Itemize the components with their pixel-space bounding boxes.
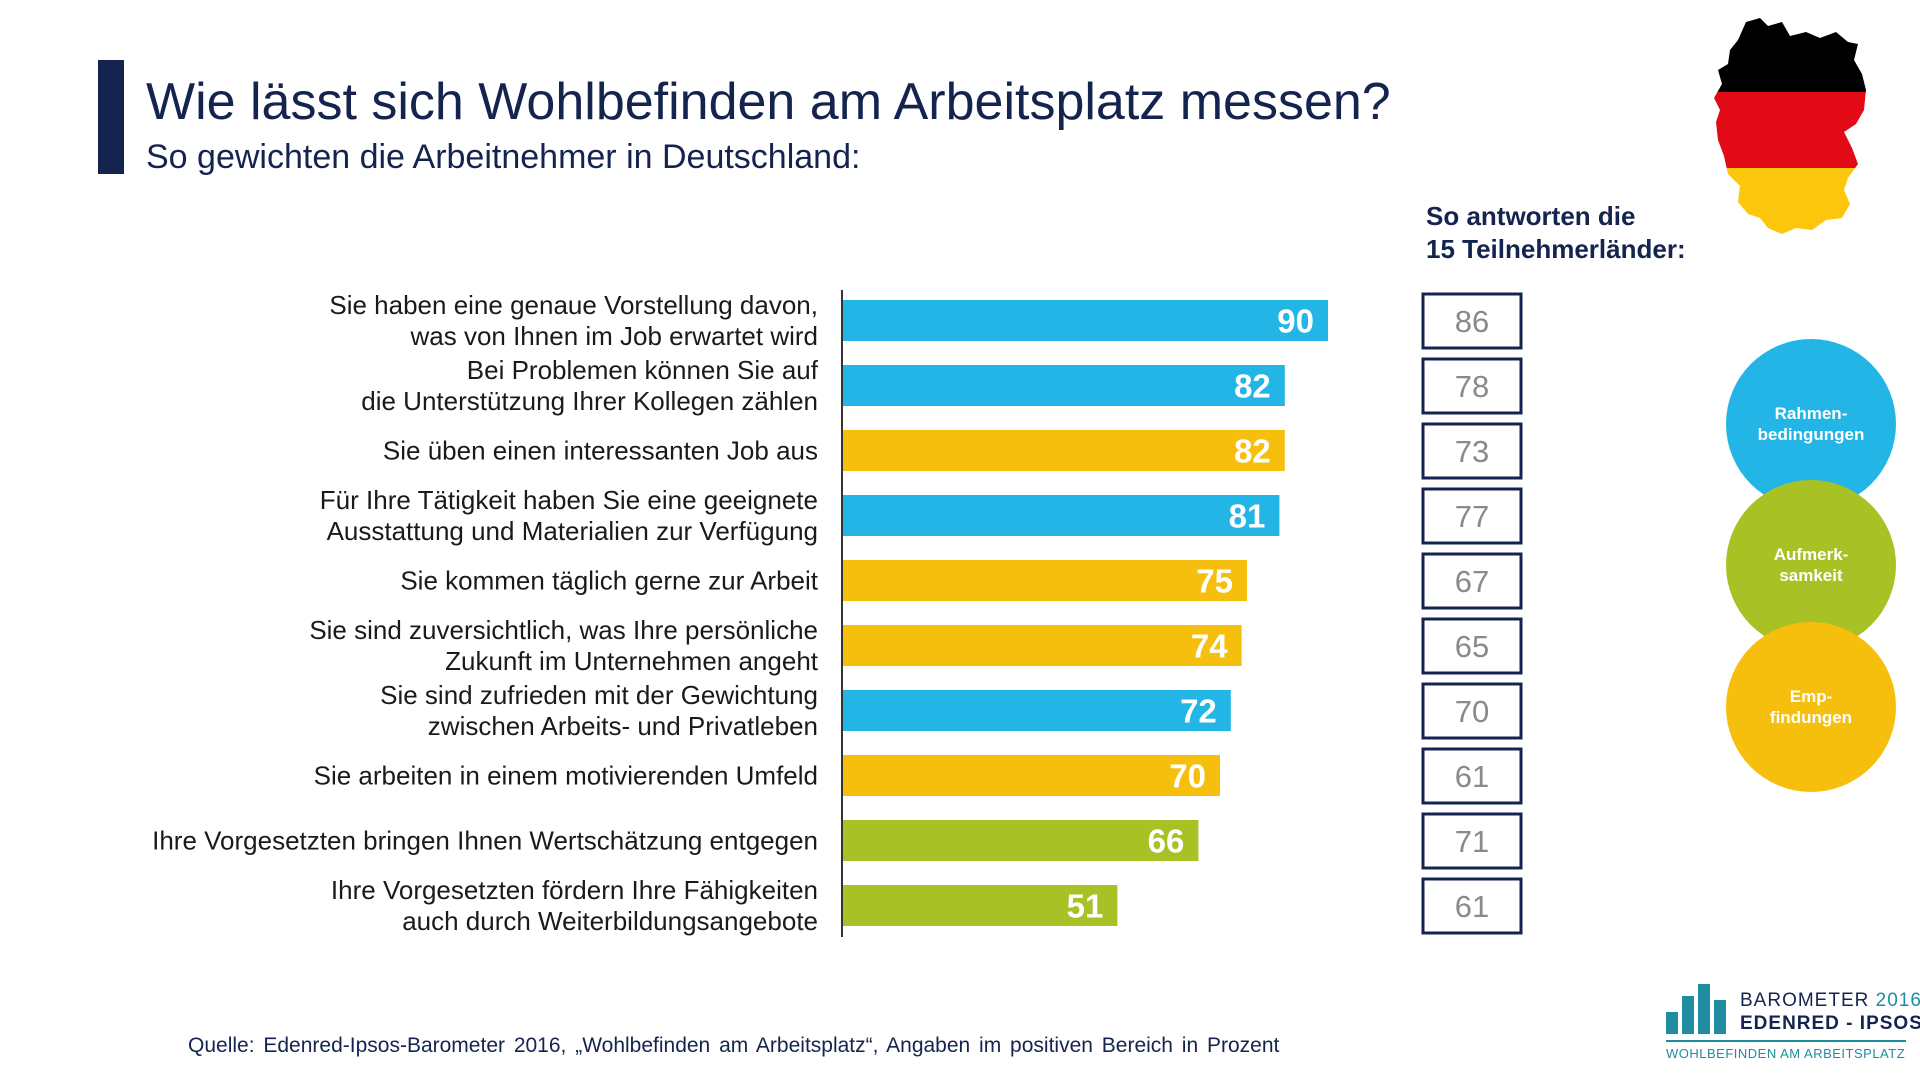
category-label: Sie arbeiten in einem motivierenden Umfe… (314, 761, 818, 791)
bar-germany (842, 430, 1285, 471)
chart-row: Ihre Vorgesetzten bringen Ihnen Wertschä… (152, 812, 1523, 870)
comparison-box (1421, 357, 1523, 415)
comparison-value: 61 (1455, 889, 1489, 924)
logo-barometer-text: BAROMETER (1740, 990, 1870, 1011)
logo-divider (1666, 1040, 1906, 1042)
category-label: Sie haben eine genaue Vorstellung davon, (329, 290, 818, 320)
comparison-header-line2: 15 Teilnehmerländer: (1426, 234, 1686, 264)
category-label: Bei Problemen können Sie auf (467, 355, 819, 385)
chart-row: Sie haben eine genaue Vorstellung davon,… (329, 290, 1523, 351)
comparison-box (1421, 747, 1523, 805)
legend-label: findungen (1769, 708, 1853, 727)
category-label: Sie üben einen interessanten Job aus (383, 436, 818, 466)
bar-value-label: 74 (1191, 628, 1228, 665)
bar-germany (842, 365, 1285, 406)
bar-germany (842, 560, 1247, 601)
bar-germany (842, 885, 1118, 926)
comparison-value: 61 (1455, 759, 1489, 794)
category-label: zwischen Arbeits- und Privatleben (428, 711, 818, 741)
title-accent-bar (98, 60, 124, 174)
comparison-box (1421, 552, 1523, 610)
logo-year: 2016 (1875, 990, 1920, 1011)
comparison-value: 77 (1455, 499, 1489, 534)
chart-row: Ihre Vorgesetzten fördern Ihre Fähigkeit… (331, 875, 1523, 936)
chart-row: Sie kommen täglich gerne zur Arbeit 75 67 (400, 552, 1523, 610)
bar-value-label: 51 (1067, 888, 1104, 925)
legend-circle: Emp-findungen (1726, 622, 1896, 792)
bar-value-label: 70 (1169, 758, 1206, 795)
logo-line2: EDENRED - IPSOS (1740, 1013, 1920, 1034)
bar-germany (842, 300, 1328, 341)
category-label: auch durch Weiterbildungsangebote (402, 906, 818, 936)
comparison-box (1421, 487, 1523, 545)
chart-row: Sie sind zufrieden mit der Gewichtungzwi… (380, 680, 1523, 741)
category-label: Ausstattung und Materialien zur Verfügun… (327, 516, 818, 546)
legend-label: bedingungen (1757, 425, 1865, 444)
bar-germany (842, 495, 1280, 536)
category-label: was von Ihnen im Job erwartet wird (409, 321, 818, 351)
bar-value-label: 82 (1234, 433, 1271, 470)
category-label: Sie kommen täglich gerne zur Arbeit (400, 566, 818, 596)
comparison-box (1421, 682, 1523, 740)
chart-row: Für Ihre Tätigkeit haben Sie eine geeign… (320, 485, 1523, 546)
logo-line1: BAROMETER 2016 (1740, 990, 1920, 1012)
comparison-header: So antworten die 15 Teilnehmerländer: (1426, 200, 1756, 266)
category-label: die Unterstützung Ihrer Kollegen zählen (361, 386, 818, 416)
barometer-logo: BAROMETER 2016 EDENRED - IPSOS WOHLBEFIN… (1662, 980, 1920, 1064)
category-label: Sie sind zufrieden mit der Gewichtung (380, 680, 818, 710)
comparison-value: 67 (1455, 564, 1489, 599)
chart-row: Sie üben einen interessanten Job aus 82 73 (383, 422, 1523, 480)
page-title: Wie lässt sich Wohlbefinden am Arbeitspl… (146, 73, 1391, 131)
legend-label: Aufmerk- (1773, 545, 1849, 564)
legend-circle: Aufmerk-samkeit (1726, 480, 1896, 650)
bar-value-label: 81 (1229, 498, 1266, 535)
germany-map-icon (1714, 18, 1866, 234)
bar-germany (842, 690, 1231, 731)
bar-value-label: 90 (1277, 303, 1314, 340)
comparison-value: 86 (1455, 304, 1489, 339)
page-subtitle: So gewichten die Arbeitnehmer in Deutsch… (146, 138, 861, 176)
bar-germany (842, 755, 1220, 796)
comparison-value: 78 (1455, 369, 1489, 404)
logo-line3: WOHLBEFINDEN AM ARBEITSPLATZ (1666, 1046, 1906, 1061)
bar-value-label: 72 (1180, 693, 1217, 730)
category-label: Ihre Vorgesetzten fördern Ihre Fähigkeit… (331, 875, 818, 905)
comparison-value: 65 (1455, 629, 1489, 664)
bar-value-label: 75 (1196, 563, 1233, 600)
category-label: Für Ihre Tätigkeit haben Sie eine geeign… (320, 485, 818, 515)
legend-label: Emp- (1789, 687, 1833, 706)
bar-germany (842, 625, 1242, 666)
comparison-header-line1: So antworten die (1426, 201, 1636, 231)
category-label: Zukunft im Unternehmen angeht (445, 646, 819, 676)
comparison-box (1421, 292, 1523, 350)
chart-row: Sie arbeiten in einem motivierenden Umfe… (314, 747, 1523, 805)
comparison-box (1421, 877, 1523, 935)
logo-bars-icon (1666, 984, 1734, 1034)
comparison-value: 70 (1455, 694, 1489, 729)
chart-row: Sie sind zuversichtlich, was Ihre persön… (309, 615, 1523, 676)
source-note: Quelle: Edenred-Ipsos-Barometer 2016, „W… (188, 1034, 1280, 1057)
legend-label: Rahmen- (1774, 404, 1848, 423)
category-label: Ihre Vorgesetzten bringen Ihnen Wertschä… (152, 826, 818, 856)
bar-value-label: 82 (1234, 368, 1271, 405)
comparison-box (1421, 422, 1523, 480)
comparison-value: 71 (1455, 824, 1489, 859)
bar-value-label: 66 (1148, 823, 1185, 860)
comparison-box (1421, 812, 1523, 870)
comparison-value: 73 (1455, 434, 1489, 469)
category-label: Sie sind zuversichtlich, was Ihre persön… (309, 615, 818, 645)
comparison-box (1421, 617, 1523, 675)
legend-label: samkeit (1779, 566, 1843, 585)
bar-germany (842, 820, 1199, 861)
